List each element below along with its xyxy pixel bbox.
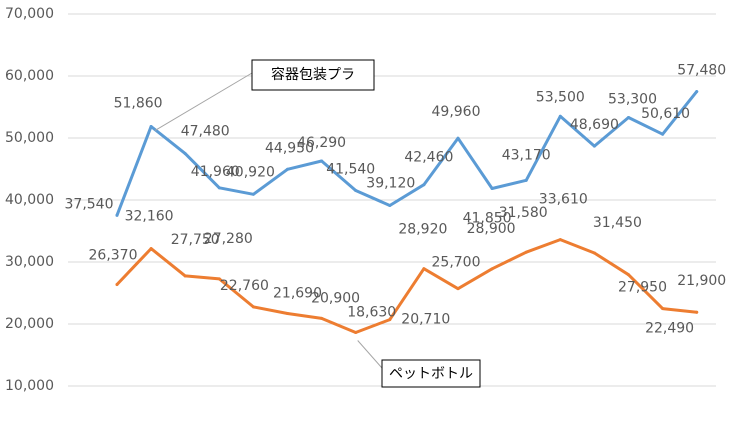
data-label: 37,540 — [65, 196, 114, 212]
data-label: 18,630 — [347, 304, 396, 320]
data-point — [388, 203, 392, 207]
data-label: 40,920 — [226, 164, 275, 180]
data-point — [149, 247, 153, 251]
series-name-label: ペットボトル — [389, 366, 473, 382]
data-point — [217, 186, 221, 190]
data-label: 31,580 — [499, 205, 548, 221]
data-label: 27,950 — [618, 280, 667, 296]
data-label: 51,860 — [114, 95, 163, 111]
data-point — [354, 330, 358, 334]
y-tick-label: 40,000 — [5, 192, 54, 208]
data-point — [251, 305, 255, 309]
data-point — [183, 274, 187, 278]
data-point — [524, 250, 528, 254]
data-label: 28,920 — [398, 222, 447, 238]
data-point — [627, 273, 630, 277]
callout-leader-line — [154, 72, 253, 131]
data-label: 21,690 — [273, 286, 322, 302]
data-label: 33,610 — [539, 192, 588, 208]
data-label: 41,960 — [191, 164, 240, 180]
data-label: 50,610 — [641, 106, 690, 122]
data-point — [490, 267, 494, 271]
data-label: 57,480 — [677, 63, 726, 79]
y-tick-label: 60,000 — [5, 68, 54, 84]
data-point — [524, 178, 528, 182]
data-point — [115, 283, 119, 287]
data-point — [695, 310, 699, 314]
data-label: 25,700 — [432, 255, 481, 271]
data-label: 44,950 — [265, 140, 314, 156]
data-label: 32,160 — [125, 209, 174, 225]
data-point — [183, 152, 187, 156]
data-point — [149, 124, 153, 128]
data-point — [354, 188, 358, 192]
data-label: 22,760 — [220, 278, 269, 294]
data-label: 43,170 — [502, 147, 551, 163]
data-point — [592, 251, 596, 255]
series-callout-box — [251, 59, 375, 91]
data-label: 42,460 — [404, 150, 453, 166]
data-point — [422, 267, 426, 271]
data-label: 39,120 — [366, 175, 415, 191]
data-label: 26,370 — [89, 248, 138, 264]
data-label: 41,850 — [463, 211, 512, 227]
data-point — [627, 116, 630, 120]
data-label: 53,500 — [536, 89, 585, 105]
data-label: 27,280 — [204, 231, 253, 247]
data-point — [456, 136, 460, 140]
data-point — [490, 187, 494, 191]
series-name-label: 容器包装プラ — [271, 66, 355, 83]
series-line-2 — [115, 238, 699, 334]
data-point — [320, 316, 324, 320]
y-tick-label: 20,000 — [5, 316, 54, 332]
data-point — [592, 144, 596, 148]
data-point — [286, 312, 289, 316]
data-point — [661, 132, 665, 136]
data-point — [456, 287, 460, 291]
data-point — [558, 114, 562, 118]
data-point — [251, 192, 255, 196]
data-label: 20,900 — [311, 290, 360, 306]
data-label: 27,750 — [171, 232, 220, 248]
data-point — [558, 238, 562, 242]
y-tick-label: 50,000 — [5, 130, 54, 146]
data-label: 31,450 — [593, 215, 642, 231]
data-point — [695, 90, 699, 94]
data-label: 21,900 — [677, 273, 726, 289]
data-point — [115, 213, 119, 217]
data-label: 47,480 — [181, 124, 230, 140]
y-tick-label: 10,000 — [5, 378, 54, 394]
data-label: 53,300 — [608, 92, 657, 108]
data-point — [661, 307, 665, 311]
series-callout-box — [381, 359, 481, 388]
data-label: 20,710 — [401, 312, 450, 328]
data-point — [320, 159, 324, 163]
data-point — [388, 318, 392, 322]
data-label: 48,690 — [570, 117, 619, 133]
data-label: 28,900 — [467, 221, 516, 237]
series-line-1 — [115, 90, 699, 217]
callout-leader-line — [357, 340, 383, 369]
y-tick-label: 30,000 — [5, 254, 54, 270]
data-label: 22,490 — [645, 321, 694, 337]
data-point — [422, 183, 426, 187]
data-point — [217, 277, 221, 281]
data-label: 41,540 — [326, 161, 375, 177]
data-label: 46,290 — [297, 135, 346, 151]
data-label: 49,960 — [432, 104, 481, 120]
data-point — [286, 167, 289, 171]
y-tick-label: 70,000 — [5, 6, 54, 22]
